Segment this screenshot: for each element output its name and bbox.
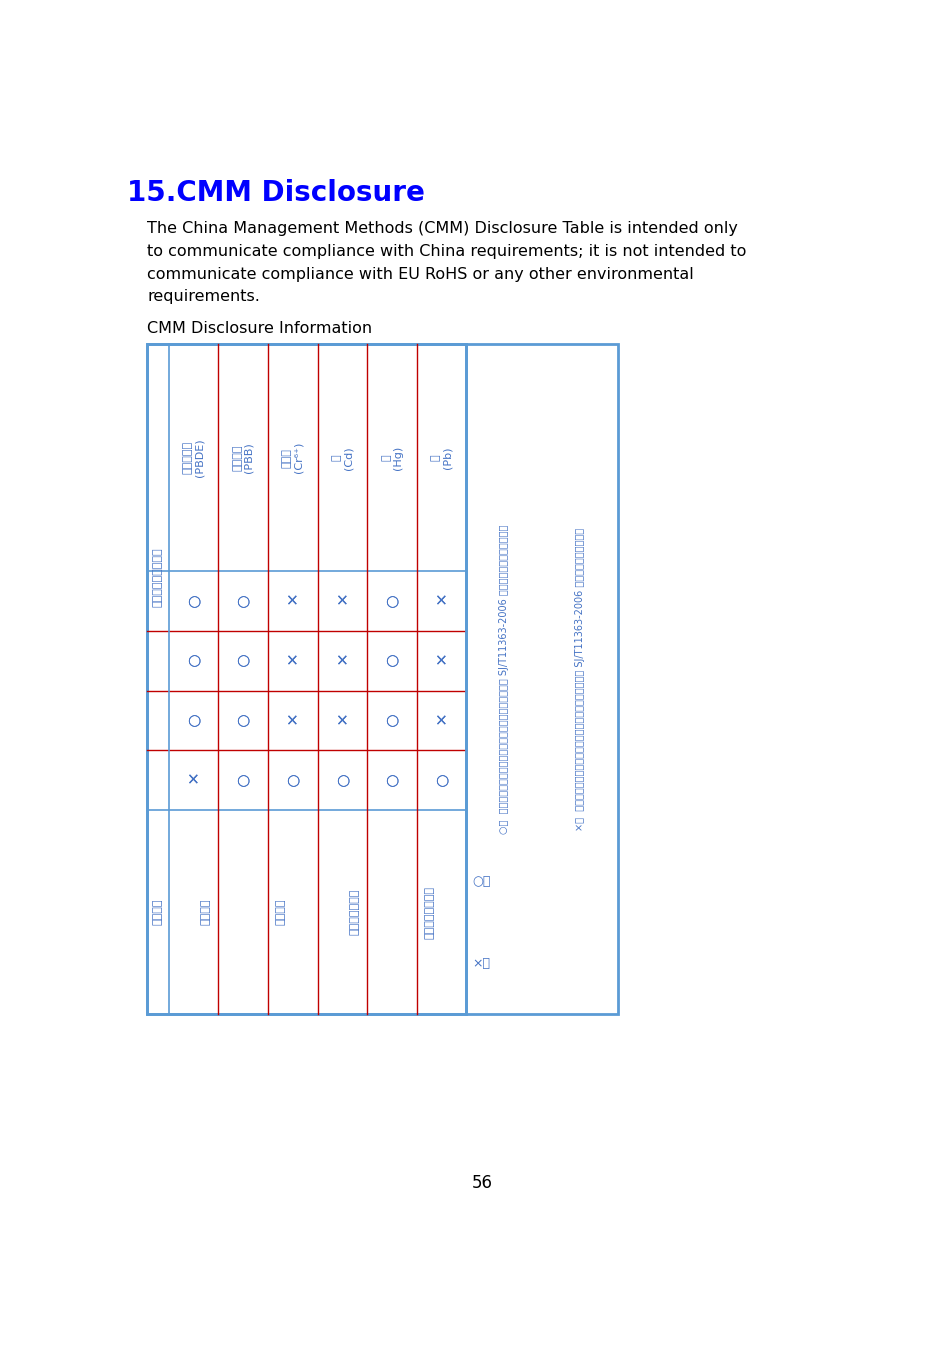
Text: 六价铬
(Cr⁶⁺): 六价铬 (Cr⁶⁺) xyxy=(282,443,304,474)
Text: ○: ○ xyxy=(386,593,399,609)
Text: ○：  表示该有害物质在该部件所有均质材料中的含量均在 SJ/T11363-2006 标准规定的限量要求以下。: ○： 表示该有害物质在该部件所有均质材料中的含量均在 SJ/T11363-200… xyxy=(499,524,509,834)
Text: ○: ○ xyxy=(386,773,399,788)
Text: ○: ○ xyxy=(435,773,448,788)
Text: 56: 56 xyxy=(471,1174,492,1193)
Text: ○: ○ xyxy=(435,773,448,788)
Text: ×: × xyxy=(286,654,299,669)
Text: ○: ○ xyxy=(187,714,200,728)
Text: ○: ○ xyxy=(386,654,399,669)
Text: ○: ○ xyxy=(236,773,249,788)
Text: ○: ○ xyxy=(386,773,399,788)
Text: ○: ○ xyxy=(286,773,299,788)
Text: 电缆及电缆组件: 电缆及电缆组件 xyxy=(350,888,359,936)
Text: ×: × xyxy=(435,654,448,669)
Text: ○: ○ xyxy=(187,654,200,669)
Text: 多溄二苯酵
(PBDE): 多溄二苯酵 (PBDE) xyxy=(183,439,204,477)
Text: ○: ○ xyxy=(236,593,249,609)
Text: 金属部件: 金属部件 xyxy=(201,899,211,925)
Text: ○: ○ xyxy=(187,593,200,609)
Text: ×: × xyxy=(286,654,299,669)
Text: ○: ○ xyxy=(236,773,249,788)
Text: ×: × xyxy=(435,714,448,728)
Text: The China Management Methods (CMM) Disclosure Table is intended only
to communic: The China Management Methods (CMM) Discl… xyxy=(147,221,746,305)
Text: ×: × xyxy=(435,654,448,669)
Text: ○: ○ xyxy=(336,773,349,788)
Text: 15.CMM Disclosure: 15.CMM Disclosure xyxy=(127,180,424,207)
Text: ×: × xyxy=(336,654,349,669)
Bar xyxy=(147,344,467,1014)
Text: ○: ○ xyxy=(386,714,399,728)
Text: ×: × xyxy=(336,714,349,728)
Text: 多溄联苯
(PBB): 多溄联苯 (PBB) xyxy=(232,443,254,473)
Text: ×：: ×： xyxy=(472,956,490,969)
Text: ×: × xyxy=(336,714,349,728)
Text: ○: ○ xyxy=(386,593,399,609)
Text: 邓
(Pb): 邓 (Pb) xyxy=(431,447,453,468)
Text: ×：  表示该有害物质在该部件的某一均质材料中的含量超出 SJ/T11363-2006 标准规定的限量要求。: ×： 表示该有害物质在该部件的某一均质材料中的含量超出 SJ/T11363-20… xyxy=(575,528,584,831)
Text: 部件名称: 部件名称 xyxy=(153,899,163,925)
Text: ○: ○ xyxy=(236,593,249,609)
Text: ×: × xyxy=(286,593,299,609)
Text: 电路模块: 电路模块 xyxy=(276,899,285,925)
Text: ○: ○ xyxy=(187,654,200,669)
Text: ○: ○ xyxy=(236,654,249,669)
Text: ×: × xyxy=(336,593,349,609)
Text: ○：: ○： xyxy=(472,875,491,888)
Text: ○: ○ xyxy=(236,714,249,728)
Text: ○: ○ xyxy=(386,714,399,728)
Text: 汞
(Hg): 汞 (Hg) xyxy=(381,445,403,470)
Text: ×: × xyxy=(435,714,448,728)
Bar xyxy=(147,344,617,1014)
Text: ○: ○ xyxy=(236,654,249,669)
Text: ×: × xyxy=(435,593,448,609)
Text: ×: × xyxy=(286,714,299,728)
Text: ×: × xyxy=(336,593,349,609)
Text: 塑料和聚合物部件: 塑料和聚合物部件 xyxy=(424,886,434,938)
Text: ○: ○ xyxy=(187,714,200,728)
Text: ×: × xyxy=(286,593,299,609)
Text: ×: × xyxy=(187,773,199,788)
Text: CMM Disclosure Information: CMM Disclosure Information xyxy=(147,321,373,336)
Text: ×: × xyxy=(435,593,448,609)
Text: ×: × xyxy=(336,654,349,669)
Text: ×: × xyxy=(187,773,199,788)
Text: ○: ○ xyxy=(187,593,200,609)
Text: ×: × xyxy=(286,714,299,728)
Text: ○: ○ xyxy=(386,654,399,669)
Text: ○: ○ xyxy=(236,714,249,728)
Text: 有害有害物质或元素: 有害有害物质或元素 xyxy=(153,547,163,607)
Text: ○: ○ xyxy=(336,773,349,788)
Text: 镌
(Cd): 镌 (Cd) xyxy=(331,445,353,470)
Text: ○: ○ xyxy=(286,773,299,788)
